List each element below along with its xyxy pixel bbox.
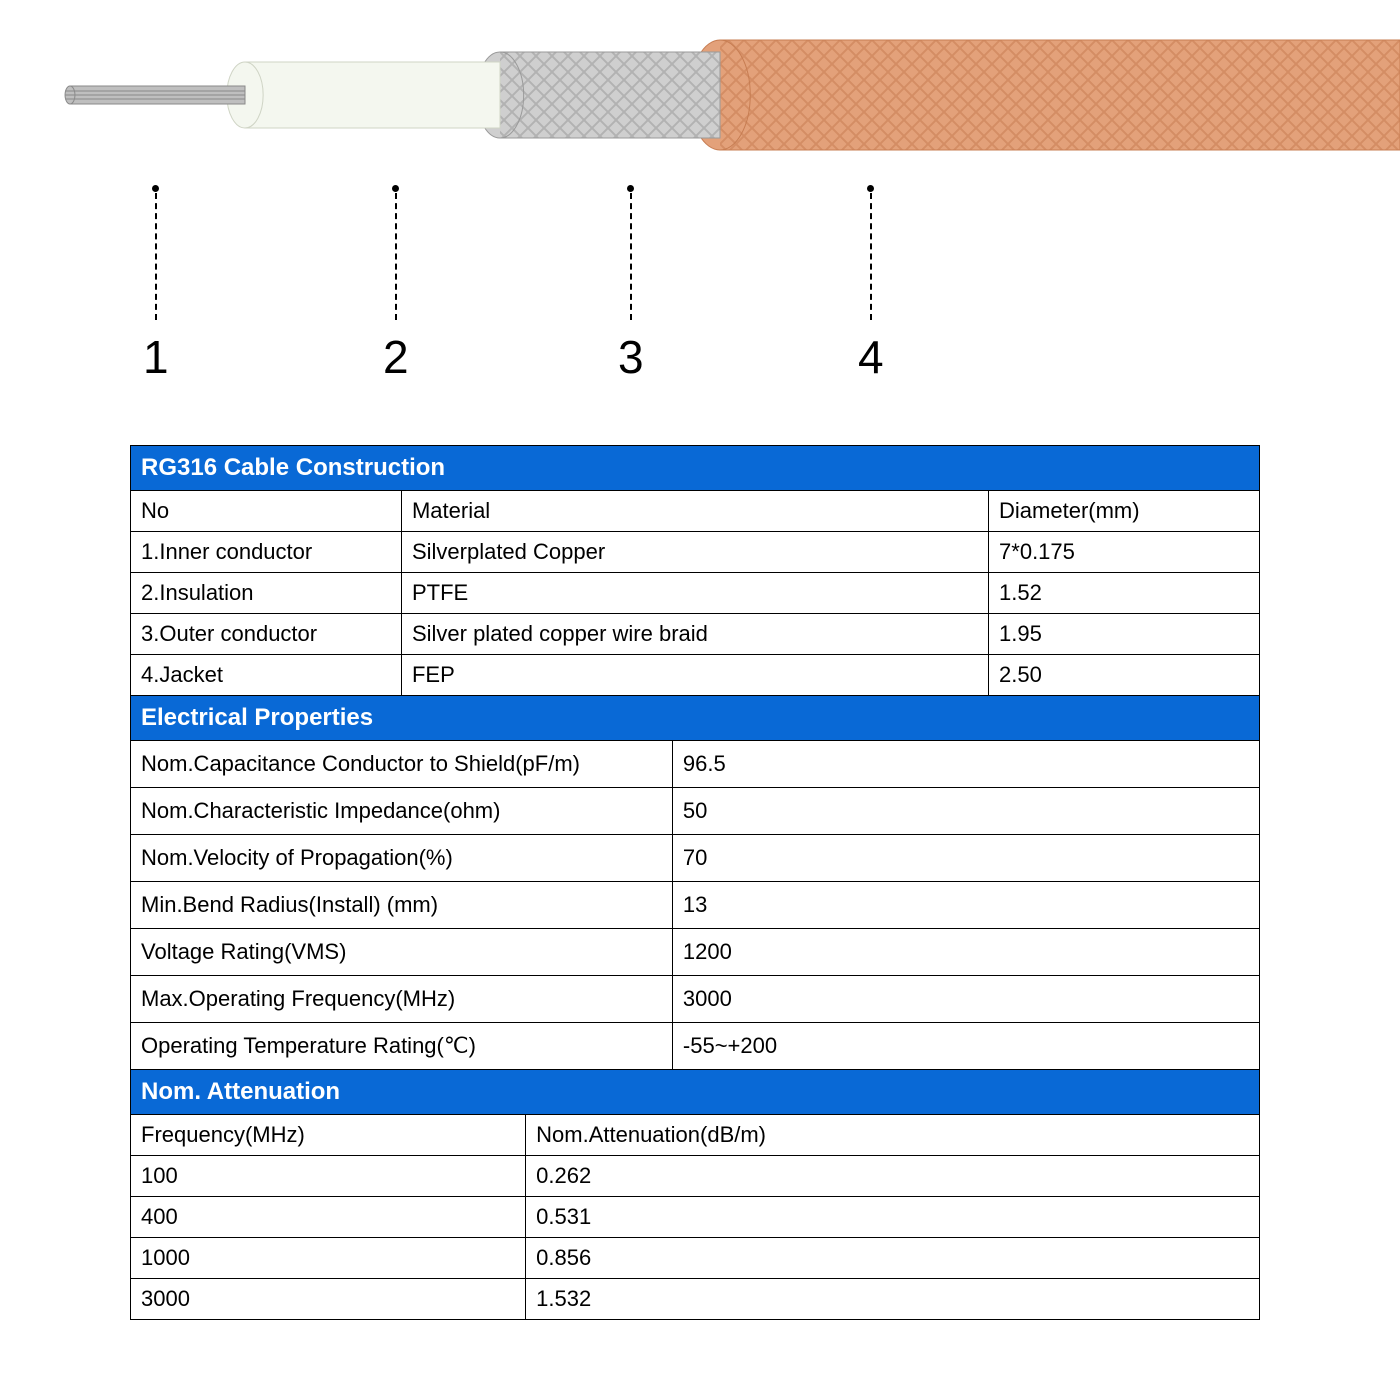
table-row: Nom.Characteristic Impedance(ohm)50: [131, 788, 1260, 835]
col-frequency: Frequency(MHz): [131, 1115, 526, 1156]
cell-frequency: 3000: [131, 1279, 526, 1320]
cell-material: FEP: [401, 655, 988, 696]
property-label: Nom.Velocity of Propagation(%): [131, 835, 673, 882]
callout-number-3: 3: [618, 330, 644, 384]
table-row: 2.InsulationPTFE1.52: [131, 573, 1260, 614]
cell-frequency: 100: [131, 1156, 526, 1197]
col-material: Material: [401, 491, 988, 532]
property-label: Min.Bend Radius(Install) (mm): [131, 882, 673, 929]
property-value: 3000: [672, 976, 1259, 1023]
property-label: Max.Operating Frequency(MHz): [131, 976, 673, 1023]
cell-frequency: 1000: [131, 1238, 526, 1279]
property-label: Nom.Capacitance Conductor to Shield(pF/m…: [131, 741, 673, 788]
cell-no: 1.Inner conductor: [131, 532, 402, 573]
cell-no: 4.Jacket: [131, 655, 402, 696]
cell-material: Silverplated Copper: [401, 532, 988, 573]
attenuation-table: Nom. Attenuation Frequency(MHz) Nom.Atte…: [130, 1069, 1260, 1320]
property-value: 50: [672, 788, 1259, 835]
cell-attenuation: 0.531: [526, 1197, 1260, 1238]
construction-title: RG316 Cable Construction: [131, 446, 1260, 491]
callout-number-2: 2: [383, 330, 409, 384]
cell-no: 3.Outer conductor: [131, 614, 402, 655]
table-row: Max.Operating Frequency(MHz)3000: [131, 976, 1260, 1023]
cable-illustration: [0, 0, 1400, 180]
table-row: Min.Bend Radius(Install) (mm)13: [131, 882, 1260, 929]
cell-diameter: 2.50: [989, 655, 1260, 696]
electrical-title: Electrical Properties: [131, 696, 1260, 741]
construction-header-row: No Material Diameter(mm): [131, 491, 1260, 532]
table-row: Voltage Rating(VMS)1200: [131, 929, 1260, 976]
layer-insulation: [227, 62, 500, 128]
callout-line-3: [630, 193, 632, 320]
callout-line-1: [155, 193, 157, 320]
spec-tables: RG316 Cable Construction No Material Dia…: [130, 445, 1260, 1320]
table-row: 1000.262: [131, 1156, 1260, 1197]
cell-diameter: 1.95: [989, 614, 1260, 655]
table-row: 30001.532: [131, 1279, 1260, 1320]
table-row: 3.Outer conductorSilver plated copper wi…: [131, 614, 1260, 655]
cell-material: Silver plated copper wire braid: [401, 614, 988, 655]
table-row: 4000.531: [131, 1197, 1260, 1238]
table-row: Nom.Velocity of Propagation(%)70: [131, 835, 1260, 882]
attenuation-header-row: Frequency(MHz) Nom.Attenuation(dB/m): [131, 1115, 1260, 1156]
construction-table: RG316 Cable Construction No Material Dia…: [130, 445, 1260, 696]
property-label: Operating Temperature Rating(℃): [131, 1023, 673, 1070]
layer-jacket: [690, 40, 1400, 150]
property-label: Voltage Rating(VMS): [131, 929, 673, 976]
col-diameter: Diameter(mm): [989, 491, 1260, 532]
table-row: Operating Temperature Rating(℃)-55~+200: [131, 1023, 1260, 1070]
cell-no: 2.Insulation: [131, 573, 402, 614]
table-row: 1.Inner conductorSilverplated Copper7*0.…: [131, 532, 1260, 573]
cell-attenuation: 1.532: [526, 1279, 1260, 1320]
callout-dot-2: [392, 185, 399, 192]
callout-line-2: [395, 193, 397, 320]
cell-attenuation: 0.262: [526, 1156, 1260, 1197]
cell-diameter: 7*0.175: [989, 532, 1260, 573]
electrical-table: Electrical Properties Nom.Capacitance Co…: [130, 695, 1260, 1070]
col-attenuation: Nom.Attenuation(dB/m): [526, 1115, 1260, 1156]
table-row: 4.JacketFEP2.50: [131, 655, 1260, 696]
property-value: 70: [672, 835, 1259, 882]
property-label: Nom.Characteristic Impedance(ohm): [131, 788, 673, 835]
table-row: 10000.856: [131, 1238, 1260, 1279]
callout-line-4: [870, 193, 872, 320]
callout-dot-1: [152, 185, 159, 192]
callout-number-1: 1: [143, 330, 169, 384]
property-value: -55~+200: [672, 1023, 1259, 1070]
table-row: Nom.Capacitance Conductor to Shield(pF/m…: [131, 741, 1260, 788]
callout-dot-4: [867, 185, 874, 192]
col-no: No: [131, 491, 402, 532]
layer-outer-conductor: [476, 52, 720, 138]
cell-diameter: 1.52: [989, 573, 1260, 614]
callout-dot-3: [627, 185, 634, 192]
callout-number-4: 4: [858, 330, 884, 384]
layer-inner-conductor: [65, 86, 245, 104]
property-value: 13: [672, 882, 1259, 929]
cable-diagram: 1 2 3 4: [0, 0, 1400, 420]
property-value: 96.5: [672, 741, 1259, 788]
attenuation-title: Nom. Attenuation: [131, 1070, 1260, 1115]
cell-material: PTFE: [401, 573, 988, 614]
property-value: 1200: [672, 929, 1259, 976]
cell-attenuation: 0.856: [526, 1238, 1260, 1279]
cell-frequency: 400: [131, 1197, 526, 1238]
